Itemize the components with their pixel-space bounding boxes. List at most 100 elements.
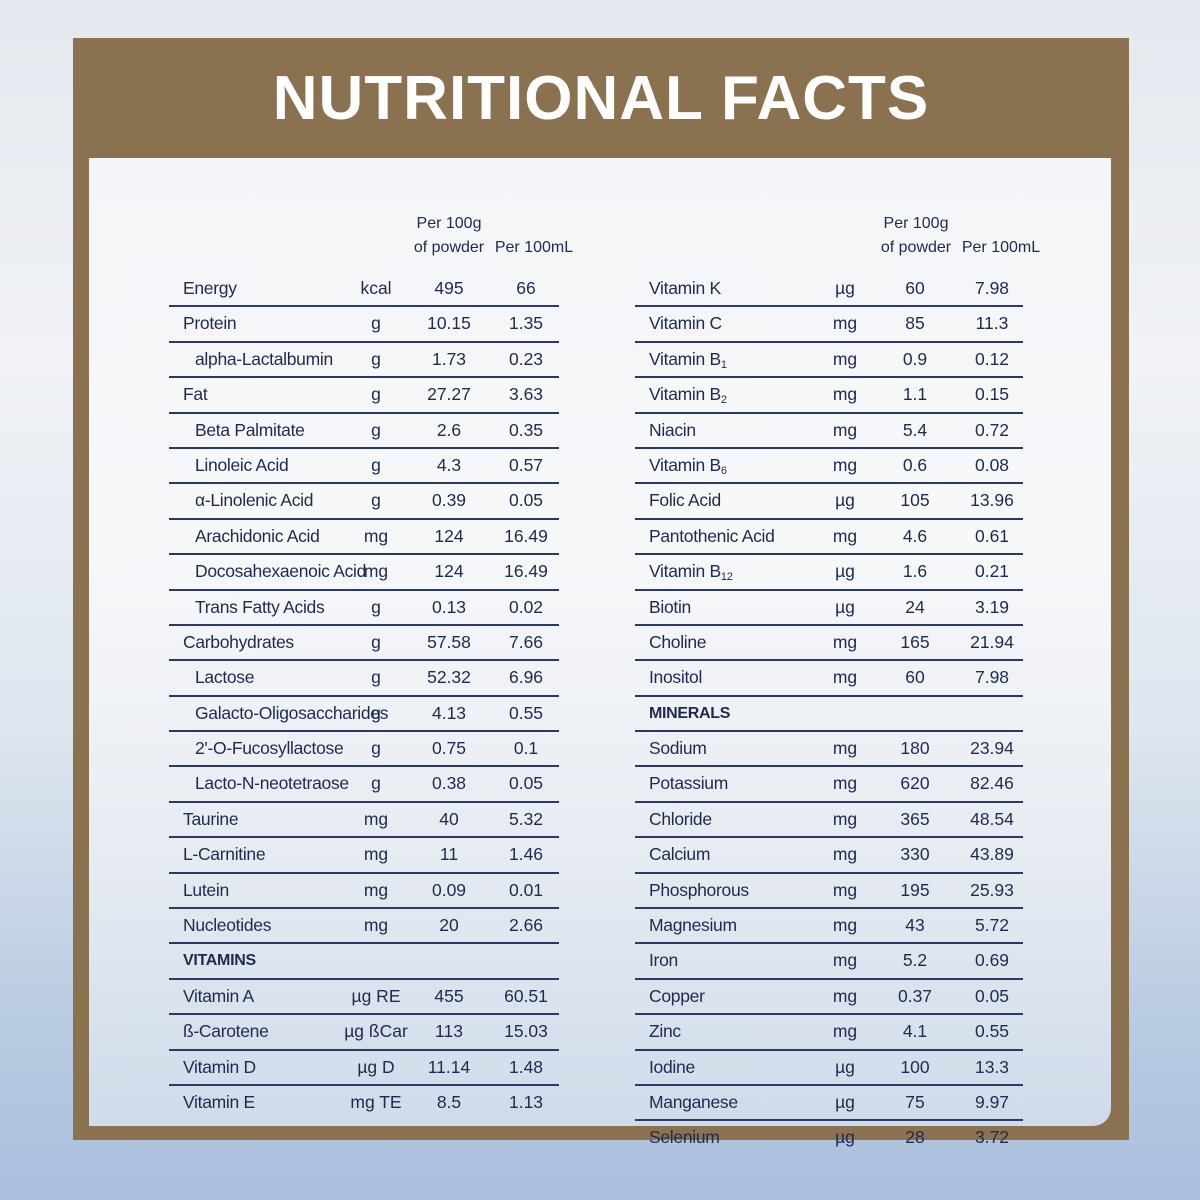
nutrient-name-text: Vitamin K [649, 278, 721, 298]
value-per-100ml: 0.57 [508, 454, 544, 475]
nutrient-name-text: Arachidonic Acid [195, 525, 320, 546]
value-per-100g: 165 [900, 631, 930, 652]
nutrient-name-text: L-Carnitine [183, 844, 266, 865]
value-per-100ml: 0.35 [508, 419, 544, 440]
value-per-100ml: 7.98 [974, 667, 1010, 688]
nutrient-row: Galacto-Oligosaccharides g 4.13 0.55 [169, 697, 559, 733]
value-per-100g: 620 [900, 773, 930, 794]
value-per-100g: 11 [439, 844, 459, 865]
nutrient-name-text: Energy [183, 278, 237, 298]
value-per-100g: 11.14 [427, 1056, 471, 1077]
value-per-100g: 105 [900, 490, 930, 511]
value-per-100ml: 0.1 [513, 738, 539, 759]
nutrient-unit: mg [363, 808, 389, 829]
nutrient-name-text: Lutein [183, 879, 229, 900]
section-heading-row: VITAMINS [169, 944, 559, 980]
value-per-100g: 100 [900, 1056, 930, 1077]
value-per-100ml: 0.61 [974, 525, 1010, 546]
nutrient-row: L-Carnitine mg 11 1.46 [169, 838, 559, 874]
value-per-100ml: 21.94 [970, 631, 1014, 652]
value-per-100g: 75 [905, 1091, 925, 1112]
value-per-100g: 495 [434, 278, 464, 298]
nutrient-name-text: Vitamin E [183, 1091, 255, 1112]
value-per-100ml: 1.46 [508, 844, 544, 865]
nutrient-name-text: Carbohydrates [183, 631, 294, 652]
nutrient-name-text: MINERALS [649, 704, 731, 722]
nutrient-name: Linoleic Acid [183, 449, 289, 482]
value-per-100ml: 82.46 [970, 773, 1014, 794]
nutrient-unit: mg [832, 985, 858, 1006]
nutrient-name: Lactose [183, 661, 255, 694]
nutrient-name-text: Docosahexaenoic Acid [195, 561, 367, 582]
value-per-100ml: 25.93 [970, 879, 1014, 900]
nutrient-name-text: Trans Fatty Acids [195, 596, 325, 617]
value-per-100ml: 60.51 [504, 985, 548, 1006]
value-per-100ml: 16.49 [504, 525, 548, 546]
nutrient-name: Docosahexaenoic Acid [183, 555, 366, 588]
nutrient-name-text: Vitamin B [649, 561, 721, 582]
header-powder-label: of powder [413, 239, 485, 256]
nutrient-row: Fat g 27.27 3.63 [169, 378, 559, 414]
nutrient-unit: g [371, 667, 381, 688]
value-per-100g: 60 [905, 667, 925, 688]
nutrient-name-text: Zinc [649, 1021, 681, 1042]
nutrient-name: Nucleotides [183, 909, 271, 942]
nutrient-unit: g [371, 738, 381, 759]
value-per-100ml: 0.55 [974, 1021, 1010, 1042]
nutrient-name-text: Vitamin C [649, 313, 722, 334]
value-per-100g: 8.5 [436, 1091, 462, 1112]
nutrient-unit: mg [363, 561, 389, 582]
nutrient-name: Protein [183, 307, 237, 340]
nutrient-name: Pantothenic Acid [649, 520, 775, 553]
nutrient-unit: mg [832, 738, 858, 759]
nutrient-row: Vitamin A µg RE 455 60.51 [169, 980, 559, 1016]
nutrient-unit: g [371, 631, 381, 652]
nutrient-row: Vitamin K µg 60 7.98 [635, 272, 1023, 308]
nutrient-unit: mg [832, 419, 858, 440]
value-per-100g: 20 [439, 915, 459, 936]
header-per-100ml-left: Per 100mL [494, 239, 574, 256]
nutrient-name-text: Copper [649, 985, 705, 1006]
value-per-100g: 0.13 [431, 596, 467, 617]
section-heading: MINERALS [649, 697, 730, 730]
value-per-100ml: 2.66 [508, 915, 544, 936]
nutrient-row: Taurine mg 40 5.32 [169, 803, 559, 839]
nutrient-row: Arachidonic Acid mg 124 16.49 [169, 520, 559, 556]
value-per-100g: 57.58 [427, 631, 471, 652]
nutrient-name: Iron [649, 944, 678, 977]
nutrient-unit: g [371, 384, 381, 405]
value-per-100g: 5.4 [902, 419, 928, 440]
nutrient-row: Selenium µg 28 3.72 [635, 1121, 1023, 1154]
nutrient-row: Potassium mg 620 82.46 [635, 767, 1023, 803]
nutrient-name-text: Iodine [649, 1056, 695, 1077]
nutrient-unit: mg [832, 384, 858, 405]
nutrient-unit: g [371, 490, 381, 511]
nutrient-name: Inositol [649, 661, 702, 694]
nutrient-unit: µg [835, 490, 855, 511]
nutrient-unit: g [371, 702, 381, 723]
header-per-100ml-right: Per 100mL [961, 239, 1041, 256]
value-per-100ml: 0.55 [508, 702, 544, 723]
nutrient-name: Potassium [649, 767, 728, 800]
nutrient-name: Lacto-N-neotetraose [183, 767, 349, 800]
nutrient-unit: mg [832, 879, 858, 900]
nutrient-name: Magnesium [649, 909, 737, 942]
header-per-100g-right: Per 100g of powder [878, 212, 954, 260]
nutrient-unit: mg [832, 915, 858, 936]
nutrient-unit: mg [832, 950, 858, 971]
value-per-100g: 113 [435, 1021, 463, 1042]
nutrient-name-text: Vitamin B [649, 454, 721, 475]
value-per-100ml: 1.35 [508, 313, 544, 334]
nutrient-name: 2'-O-Fucosyllactose [183, 732, 344, 765]
value-per-100g: 1.1 [902, 384, 928, 405]
value-per-100ml: 0.23 [508, 348, 544, 369]
value-per-100g: 0.39 [431, 490, 467, 511]
nutrient-row: alpha-Lactalbumin g 1.73 0.23 [169, 343, 559, 379]
value-per-100g: 5.2 [902, 950, 928, 971]
nutrient-row: Chloride mg 365 48.54 [635, 803, 1023, 839]
nutrient-name: ß-Carotene [183, 1015, 269, 1048]
nutrient-name-text: Folic Acid [649, 490, 721, 511]
value-per-100ml: 1.48 [508, 1056, 544, 1077]
value-per-100g: 60 [905, 278, 925, 298]
nutrient-name-text: Linoleic Acid [195, 454, 289, 475]
